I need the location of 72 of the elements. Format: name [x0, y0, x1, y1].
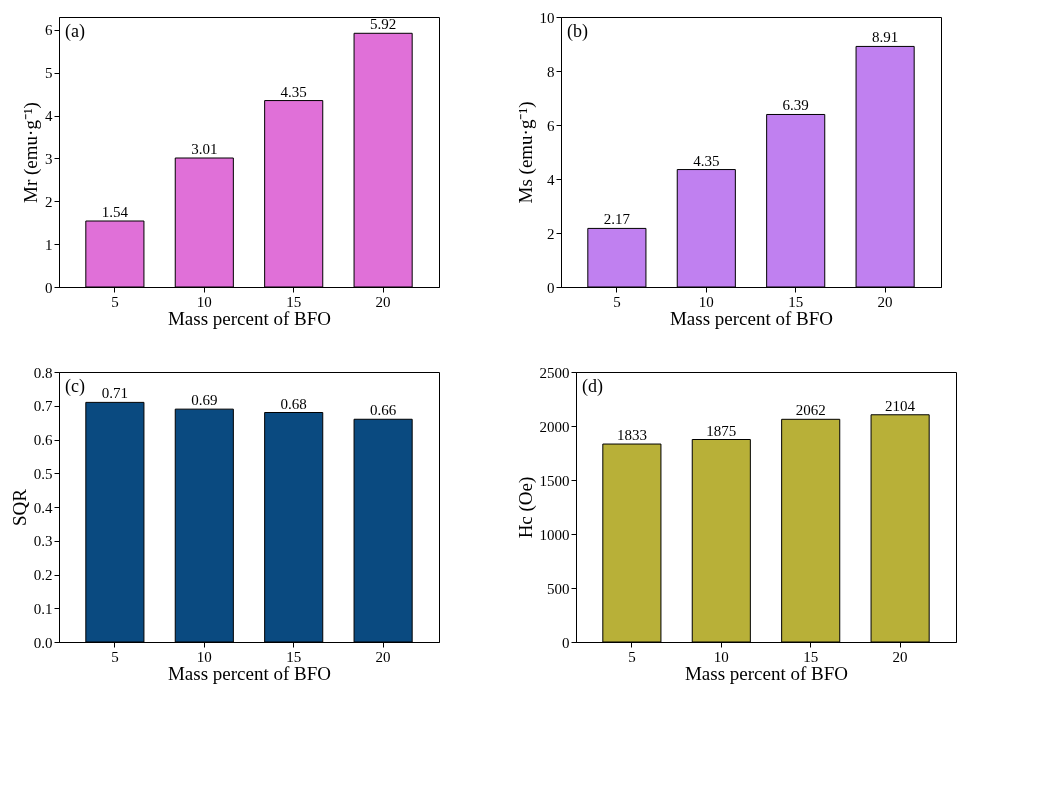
x-tick-label: 5: [111, 648, 119, 665]
data-label: 1.54: [101, 204, 129, 220]
y-tick-label: 2: [547, 225, 555, 242]
annotation: (b): [567, 21, 588, 42]
x-axis-title: Mass percent of BFO: [167, 307, 332, 329]
data-label: 2104: [885, 397, 916, 414]
x-tick-label: 15: [286, 293, 302, 310]
y-tick-label: 0.5: [33, 465, 53, 482]
y-tick-label: 0.2: [33, 567, 53, 583]
data-label: 2062: [795, 402, 826, 419]
annotation: (d): [582, 376, 603, 397]
y-tick-label: 5: [45, 65, 53, 82]
y-tick-label: 1: [45, 236, 53, 253]
data-label: 0.68: [280, 395, 307, 412]
x-tick-label: 20: [877, 293, 893, 310]
data-label: 2.17: [603, 211, 631, 228]
x-axis-title: Mass percent of BFO: [669, 307, 834, 329]
x-tick-label: 5: [628, 648, 636, 665]
data-label: 1833: [616, 427, 647, 444]
y-tick-label: 6: [547, 117, 555, 134]
data-label: 4.35: [693, 152, 720, 169]
x-tick-label: 20: [375, 293, 391, 310]
x-tick-label: 20: [375, 648, 391, 665]
y-tick-label: 500: [547, 580, 570, 597]
annotation: (a): [65, 21, 85, 42]
y-tick-label: 0: [45, 279, 53, 296]
x-tick-label: 15: [286, 648, 302, 665]
data-label: 5.92: [369, 16, 397, 33]
data-label: 6.39: [782, 97, 809, 114]
x-tick-label: 5: [111, 293, 119, 310]
y-tick-label: 4: [45, 108, 53, 125]
y-tick-label: 2000: [539, 418, 570, 435]
data-label: 8.91: [871, 29, 899, 46]
data-label: 4.35: [280, 83, 307, 100]
y-tick-label: 0: [562, 634, 570, 651]
y-axis-title: Mr (emu·g⁻¹): [20, 102, 42, 203]
data-label: 1875: [706, 422, 737, 439]
y-tick-label: 0.8: [33, 364, 53, 381]
y-tick-label: 2: [45, 193, 53, 210]
y-axis-title: SQR: [8, 488, 30, 526]
y-tick-label: 0.4: [33, 499, 53, 516]
x-tick-label: 10: [698, 293, 714, 310]
y-tick-label: 10: [539, 9, 555, 26]
x-tick-label: 10: [713, 648, 729, 665]
data-label: 3.01: [191, 141, 218, 157]
data-label: 0.66: [369, 402, 397, 419]
data-label: 0.71: [101, 385, 129, 402]
y-tick-label: 0.3: [33, 533, 53, 550]
x-axis-title: Mass percent of BFO: [684, 662, 849, 684]
annotation: (c): [65, 376, 85, 397]
x-tick-label: 20: [892, 648, 908, 665]
y-tick-label: 0: [547, 279, 555, 296]
y-tick-label: 1000: [539, 526, 570, 543]
y-tick-label: 3: [45, 150, 53, 167]
y-tick-label: 0.6: [33, 432, 53, 448]
y-tick-label: 6: [45, 22, 53, 39]
y-tick-label: 0.0: [33, 634, 53, 651]
y-tick-label: 1500: [539, 472, 570, 489]
y-axis-title: Ms (emu·g⁻¹): [514, 101, 537, 204]
x-tick-label: 10: [196, 648, 212, 665]
x-tick-label: 10: [196, 293, 212, 310]
data-label: 0.69: [191, 392, 218, 409]
y-tick-label: 4: [547, 171, 555, 188]
y-axis-title: Hc (Oe): [514, 476, 537, 539]
y-tick-label: 0.1: [33, 600, 53, 617]
x-tick-label: 5: [613, 293, 621, 310]
y-tick-label: 0.7: [33, 398, 53, 415]
x-tick-label: 15: [803, 648, 819, 665]
x-tick-label: 15: [788, 293, 804, 310]
x-axis-title: Mass percent of BFO: [167, 662, 332, 684]
y-tick-label: 8: [547, 63, 555, 80]
y-tick-label: 2500: [539, 364, 570, 381]
